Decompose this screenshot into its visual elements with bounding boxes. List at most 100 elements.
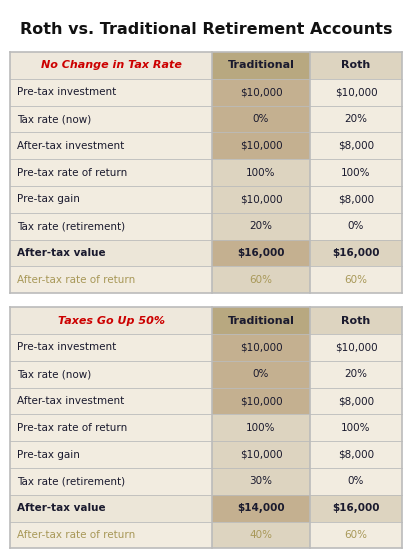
Text: Pre-tax gain: Pre-tax gain (17, 195, 80, 205)
Bar (212, 239, 310, 267)
Bar (10, 267, 212, 293)
Bar (310, 132, 402, 159)
Text: 60%: 60% (344, 530, 368, 540)
Bar (10, 52, 212, 79)
Text: $16,000: $16,000 (237, 248, 285, 258)
Bar (212, 213, 310, 239)
Text: After-tax rate of return: After-tax rate of return (17, 275, 135, 285)
Text: $8,000: $8,000 (338, 195, 374, 205)
Text: 40%: 40% (250, 530, 272, 540)
Bar (310, 468, 402, 495)
Text: After-tax value: After-tax value (17, 248, 105, 258)
Text: Tax rate (retirement): Tax rate (retirement) (17, 476, 125, 487)
Bar (10, 213, 212, 239)
Text: $10,000: $10,000 (240, 141, 282, 151)
Bar (212, 468, 310, 495)
Bar (310, 495, 402, 521)
Bar (10, 239, 212, 267)
Bar (212, 495, 310, 521)
Text: $16,000: $16,000 (332, 248, 380, 258)
Bar (310, 361, 402, 388)
Text: Traditional: Traditional (227, 316, 295, 326)
Text: $10,000: $10,000 (240, 87, 282, 97)
Text: 0%: 0% (253, 369, 269, 379)
Text: Roth: Roth (342, 60, 371, 70)
Bar (310, 414, 402, 441)
Text: Tax rate (now): Tax rate (now) (17, 114, 91, 124)
Bar (212, 521, 310, 549)
Text: 20%: 20% (250, 221, 272, 231)
Text: Pre-tax investment: Pre-tax investment (17, 87, 116, 97)
Text: 60%: 60% (250, 275, 272, 285)
Text: After-tax rate of return: After-tax rate of return (17, 530, 135, 540)
Bar (10, 521, 212, 549)
Bar (310, 388, 402, 414)
Text: $10,000: $10,000 (335, 87, 377, 97)
Bar (212, 106, 310, 132)
Text: Pre-tax rate of return: Pre-tax rate of return (17, 168, 127, 178)
Bar (310, 52, 402, 79)
Bar (310, 267, 402, 293)
Bar (310, 186, 402, 213)
Text: Tax rate (retirement): Tax rate (retirement) (17, 221, 125, 231)
Bar (212, 361, 310, 388)
Text: $16,000: $16,000 (332, 503, 380, 513)
Text: Tax rate (now): Tax rate (now) (17, 369, 91, 379)
Text: $10,000: $10,000 (240, 450, 282, 460)
Bar (212, 388, 310, 414)
Text: Pre-tax rate of return: Pre-tax rate of return (17, 423, 127, 433)
Bar (310, 79, 402, 106)
Bar (212, 414, 310, 441)
Bar (212, 441, 310, 468)
Bar (212, 186, 310, 213)
Bar (212, 267, 310, 293)
Text: $8,000: $8,000 (338, 450, 374, 460)
Text: Roth vs. Traditional Retirement Accounts: Roth vs. Traditional Retirement Accounts (20, 23, 392, 38)
Text: Pre-tax gain: Pre-tax gain (17, 450, 80, 460)
Bar (212, 52, 310, 79)
Bar (10, 441, 212, 468)
Text: Taxes Go Up 50%: Taxes Go Up 50% (58, 316, 164, 326)
Text: After-tax investment: After-tax investment (17, 396, 124, 406)
Bar (10, 132, 212, 159)
Bar (212, 307, 310, 334)
Text: After-tax investment: After-tax investment (17, 141, 124, 151)
Text: 100%: 100% (246, 423, 276, 433)
Bar (10, 468, 212, 495)
Bar (212, 159, 310, 186)
Bar (310, 213, 402, 239)
Text: $10,000: $10,000 (240, 195, 282, 205)
Text: $14,000: $14,000 (237, 503, 285, 513)
Text: Roth: Roth (342, 316, 371, 326)
Bar (310, 239, 402, 267)
Bar (310, 441, 402, 468)
Text: $8,000: $8,000 (338, 141, 374, 151)
Bar (10, 388, 212, 414)
Bar (310, 159, 402, 186)
Text: After-tax value: After-tax value (17, 503, 105, 513)
Bar (10, 414, 212, 441)
Bar (10, 334, 212, 361)
Bar (10, 361, 212, 388)
Bar (10, 186, 212, 213)
Bar (10, 495, 212, 521)
Bar (10, 159, 212, 186)
Text: Pre-tax investment: Pre-tax investment (17, 342, 116, 352)
Bar (10, 106, 212, 132)
Text: 30%: 30% (250, 476, 272, 487)
Bar (310, 521, 402, 549)
Bar (310, 307, 402, 334)
Text: $10,000: $10,000 (335, 342, 377, 352)
Text: No Change in Tax Rate: No Change in Tax Rate (40, 60, 181, 70)
Bar (10, 79, 212, 106)
Text: 0%: 0% (253, 114, 269, 124)
Text: 60%: 60% (344, 275, 368, 285)
Text: Traditional: Traditional (227, 60, 295, 70)
Bar (310, 334, 402, 361)
Text: 100%: 100% (246, 168, 276, 178)
Text: $8,000: $8,000 (338, 396, 374, 406)
Bar (310, 106, 402, 132)
Text: $10,000: $10,000 (240, 342, 282, 352)
Text: $10,000: $10,000 (240, 396, 282, 406)
Bar (212, 79, 310, 106)
